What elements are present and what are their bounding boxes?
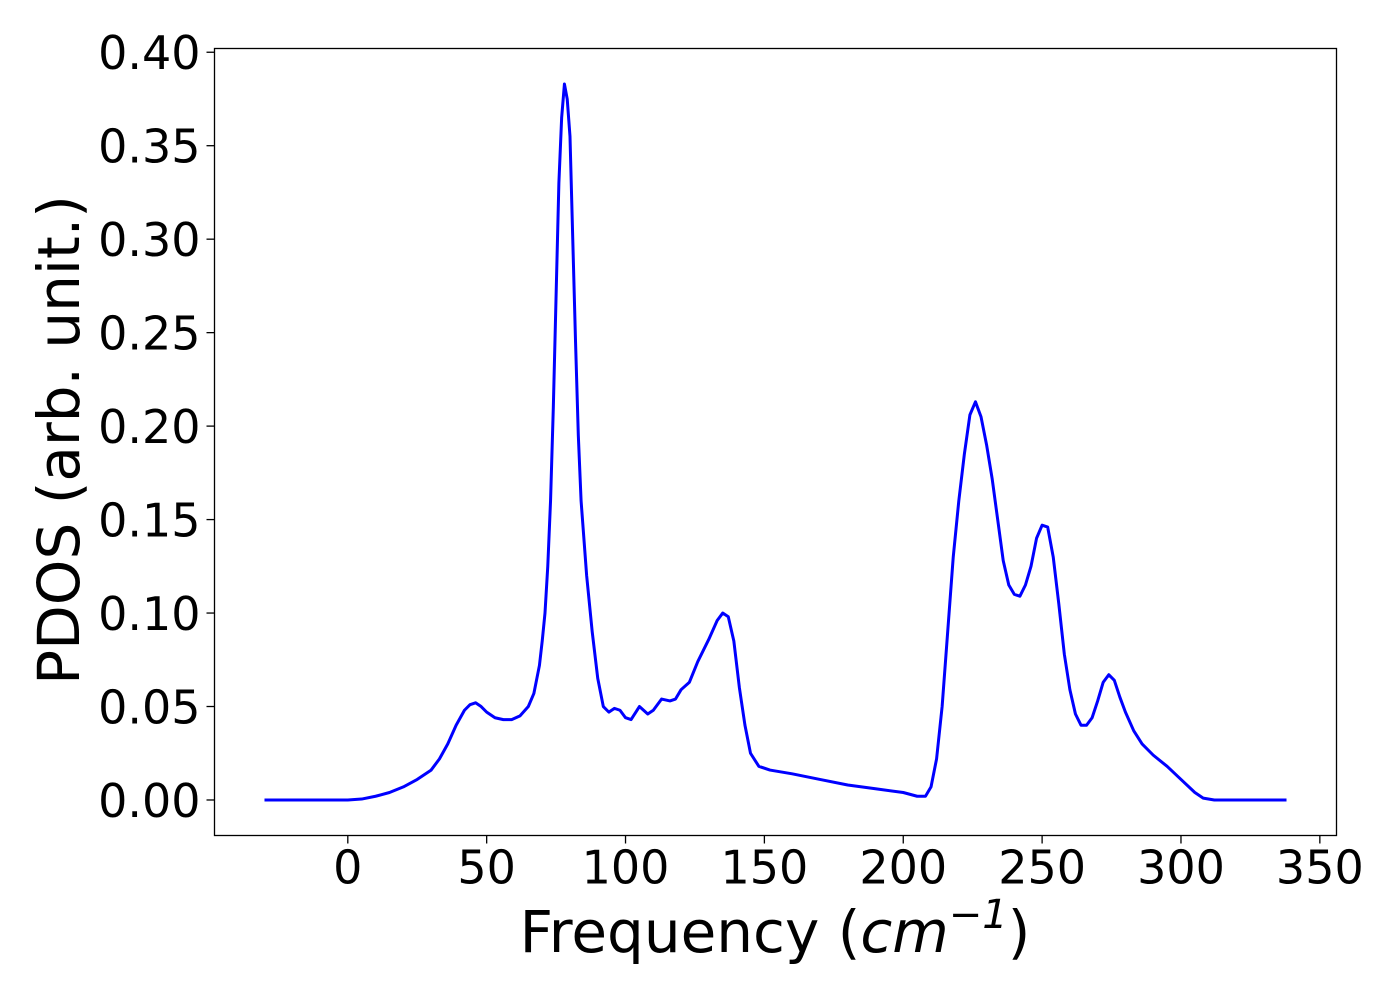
- x-axis-label-text: Frequency: [520, 898, 820, 966]
- y-tick-label: 0.05: [98, 681, 200, 735]
- y-axis-ticks: 0.00 0.05 0.10 0.15 0.20 0.25 0.30 0.35 0.40: [98, 26, 215, 828]
- y-tick-label: 0.20: [98, 400, 200, 454]
- plot-area-frame: [213, 47, 1338, 837]
- y-tick-label: 0.15: [98, 494, 200, 548]
- x-tick-label: 250: [998, 841, 1086, 895]
- x-axis-label: Frequency (cm−1): [520, 892, 1031, 966]
- x-tick-label: 0: [333, 841, 362, 895]
- x-tick-label: 300: [1137, 841, 1225, 895]
- y-axis-label: PDOS (arb. unit.): [25, 195, 93, 685]
- y-tick-label: 0.10: [98, 587, 200, 641]
- y-tick-label: 0.30: [98, 213, 200, 267]
- series-line-0: [264, 82, 1287, 802]
- x-tick-label: 150: [720, 841, 808, 895]
- x-axis-ticks: 0 50 100 150 200 250 300 350: [333, 835, 1364, 895]
- y-tick-label: 0.35: [98, 120, 200, 174]
- x-axis-unit-exponent: −1: [949, 892, 1008, 938]
- x-tick-label: 200: [859, 841, 947, 895]
- x-tick-label: 100: [582, 841, 670, 895]
- series-layer: [264, 82, 1287, 802]
- y-tick-label: 0.40: [98, 26, 200, 80]
- y-tick-label: 0.25: [98, 307, 200, 361]
- y-tick-label: 0.00: [98, 774, 200, 828]
- x-tick-label: 350: [1276, 841, 1364, 895]
- x-tick-label: 50: [457, 841, 516, 895]
- x-axis-unit-base: cm: [860, 898, 948, 966]
